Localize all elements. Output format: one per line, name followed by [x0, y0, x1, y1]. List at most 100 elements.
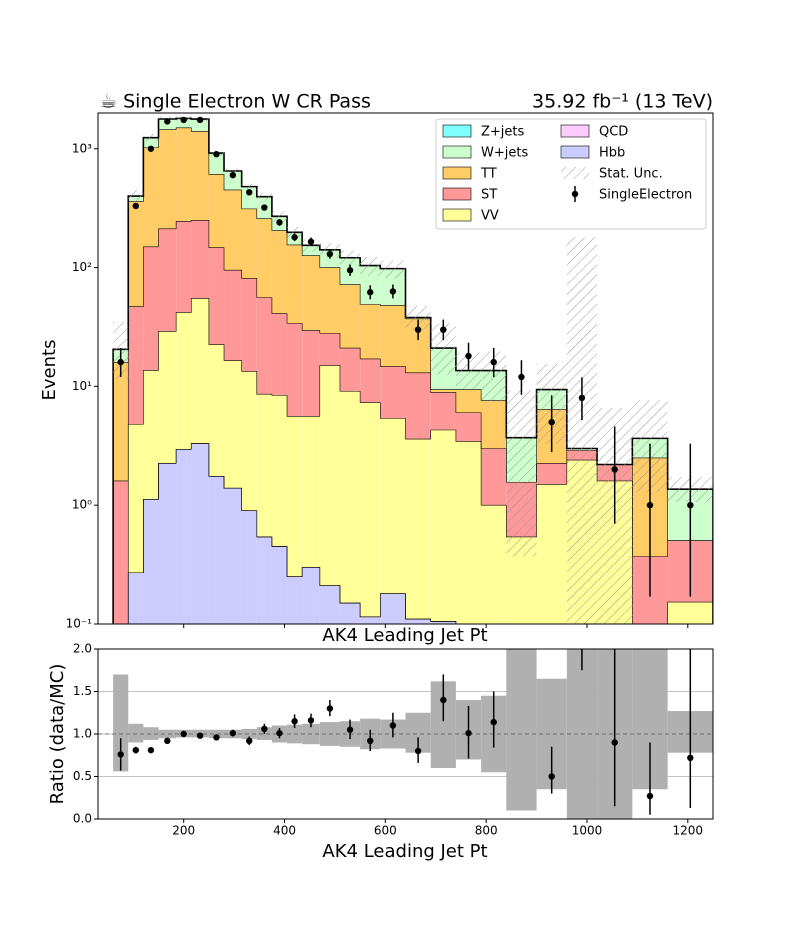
stat-unc-band — [271, 211, 288, 222]
stack-outline — [112, 219, 713, 624]
stack-bar — [380, 305, 406, 367]
ratio-point — [132, 746, 140, 754]
legend-label: SingleElectron — [599, 188, 692, 203]
ratio-point — [117, 751, 124, 758]
stack-bar — [224, 488, 242, 624]
stack-bar — [256, 297, 272, 395]
stack-bar — [287, 323, 303, 417]
x-tick-label: 1200 — [673, 824, 704, 838]
stack-bar — [360, 358, 381, 403]
mc-unc-band — [506, 649, 537, 811]
stat-unc-band — [360, 257, 381, 276]
y-tick-label: 0.5 — [73, 769, 92, 783]
stack-bar — [176, 221, 192, 313]
stack-bar — [455, 441, 482, 624]
legend-label: Stat. Unc. — [599, 167, 663, 182]
x-tick-label: 800 — [475, 824, 498, 838]
stack-bar — [176, 127, 192, 222]
legend-label: ST — [481, 188, 497, 203]
data-point — [611, 466, 618, 473]
stack-bar — [224, 170, 242, 190]
stack-bar — [536, 463, 567, 485]
data-point — [490, 358, 497, 366]
y-axis-title: Ratio (data/MC) — [47, 664, 68, 805]
x-axis-title: AK4 Leading Jet Pt — [322, 625, 487, 646]
stack-bar — [224, 360, 242, 489]
stack-bar — [302, 255, 320, 331]
stack-bar — [208, 344, 225, 477]
legend-swatch — [560, 145, 590, 159]
stack-bar — [271, 313, 288, 396]
stack-bar — [208, 247, 225, 345]
legend-label: TT — [480, 167, 497, 182]
stack-bar — [667, 602, 713, 624]
stack-bar — [430, 621, 456, 624]
ratio-point — [611, 739, 618, 746]
stack-bar — [380, 593, 406, 624]
stack-outline — [112, 298, 713, 624]
stack-bar — [128, 306, 144, 425]
stack-bar — [256, 218, 272, 298]
data-point — [326, 250, 334, 258]
stack-bar — [481, 400, 507, 449]
stat-unc-band — [143, 133, 159, 142]
ratio-point — [164, 737, 171, 744]
legend-label: QCD — [599, 125, 628, 140]
stack-bar — [113, 362, 129, 481]
data-point — [687, 501, 694, 509]
stat-unc-band — [566, 237, 598, 624]
stack-bar — [224, 189, 242, 271]
y-tick-label: 0.0 — [73, 812, 92, 826]
stack-bar — [143, 137, 159, 148]
stack-bar — [176, 118, 192, 128]
stack-bar — [158, 331, 177, 464]
stack-bar — [158, 228, 177, 332]
data-point — [117, 358, 124, 366]
stack-bar — [176, 449, 192, 624]
ratio-point — [414, 747, 422, 755]
stack-bar — [128, 572, 144, 624]
y-tick-label: 10³ — [72, 141, 92, 155]
legend-swatch — [442, 187, 472, 201]
data-point — [276, 219, 283, 226]
ratio-point — [389, 722, 397, 729]
stack-bar — [208, 476, 225, 624]
ratio-point — [180, 730, 187, 738]
ratio-point — [367, 737, 374, 744]
mc-unc-band — [128, 723, 144, 743]
stack-bar — [271, 230, 288, 314]
stack-bar — [224, 270, 242, 361]
data-point — [180, 116, 187, 124]
stack-bar — [191, 131, 209, 221]
stack-bar — [430, 392, 456, 430]
main-frame — [97, 112, 714, 625]
data-point — [164, 118, 171, 125]
stack-bar — [430, 389, 456, 393]
stack-bar — [191, 298, 209, 444]
stack-bar — [319, 585, 340, 624]
legend-swatch — [560, 124, 590, 138]
stack-bar — [271, 546, 288, 624]
stack-bar — [339, 284, 361, 349]
stack-bar — [287, 576, 303, 624]
ratio-point — [246, 737, 253, 744]
stack-bar — [405, 439, 431, 620]
stack-bar — [302, 416, 320, 568]
legend-label: W+jets — [481, 146, 528, 161]
legend-label: Hbb — [599, 146, 625, 161]
ratio-point — [213, 734, 220, 741]
stack-bar — [430, 429, 456, 622]
x-tick-label: 600 — [374, 824, 397, 838]
ratio-point — [687, 754, 694, 761]
data-point — [389, 288, 397, 295]
ratio-point — [229, 729, 237, 737]
data-point — [518, 373, 525, 381]
y-tick-label: 10¹ — [72, 379, 92, 393]
stack-bar — [191, 119, 209, 132]
stack-bar — [256, 536, 272, 624]
data-point — [346, 267, 354, 274]
y-tick-label: 10⁻¹ — [66, 617, 93, 631]
legend-label: VV — [481, 209, 499, 224]
stack-bar — [241, 208, 257, 279]
